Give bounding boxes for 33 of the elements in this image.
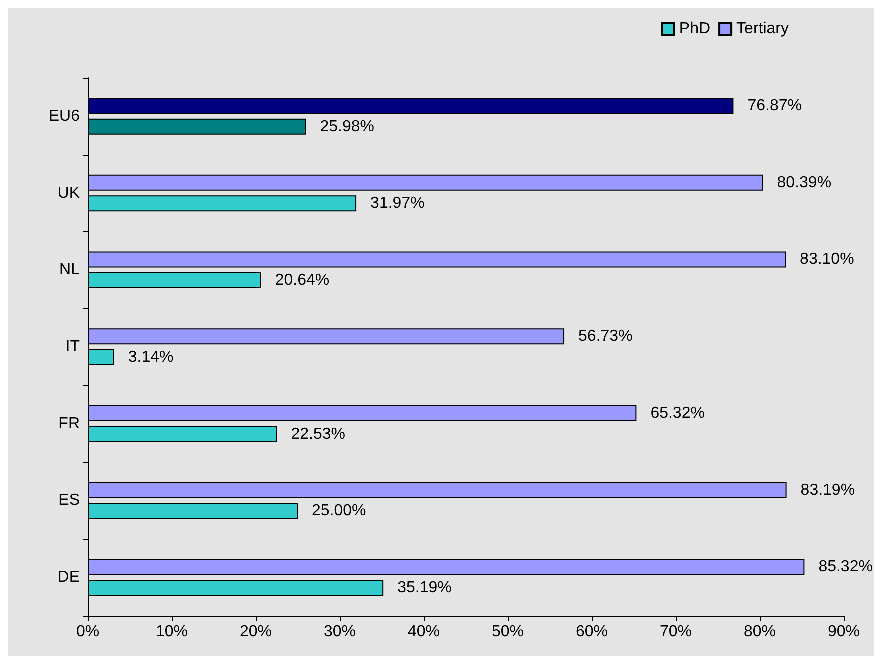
x-tick-label: 60%	[576, 624, 608, 640]
legend-label: Tertiary	[736, 20, 789, 38]
data-label: 56.73%	[578, 328, 633, 346]
x-tick-label: 10%	[156, 624, 188, 640]
data-label: 35.19%	[398, 579, 452, 596]
data-label: 22.53%	[291, 426, 346, 443]
x-tick-label: 0%	[76, 624, 100, 640]
y-tick-label: ES	[58, 492, 80, 510]
y-tick-label: DE	[58, 569, 80, 586]
y-tick-label: UK	[58, 184, 80, 202]
y-tick-label: FR	[58, 415, 80, 432]
data-label: 80.39%	[777, 174, 832, 192]
x-tick-label: 50%	[492, 624, 524, 640]
y-tick-label: IT	[66, 338, 80, 356]
x-tick-label: 20%	[240, 624, 272, 640]
x-tick-label: 70%	[660, 624, 692, 640]
data-label: 83.19%	[800, 482, 856, 499]
x-tick-label: 90%	[828, 624, 860, 640]
data-label: 25.98%	[320, 118, 374, 136]
data-label: 3.14%	[128, 348, 174, 366]
x-tick-label: 80%	[744, 624, 776, 640]
x-tick-label: 30%	[324, 624, 356, 640]
data-label: 85.32%	[818, 558, 873, 576]
data-label: 25.00%	[312, 502, 366, 520]
x-tick-label: 40%	[408, 624, 440, 640]
y-tick-label: NL	[60, 262, 80, 279]
data-label: 31.97%	[370, 195, 425, 212]
y-tick-label: EU6	[48, 108, 80, 125]
data-label: 20.64%	[275, 272, 330, 290]
data-label: 65.32%	[650, 404, 705, 422]
legend-label: PhD	[679, 20, 711, 38]
data-label: 76.87%	[748, 98, 802, 115]
data-label: 83.10%	[800, 251, 854, 268]
